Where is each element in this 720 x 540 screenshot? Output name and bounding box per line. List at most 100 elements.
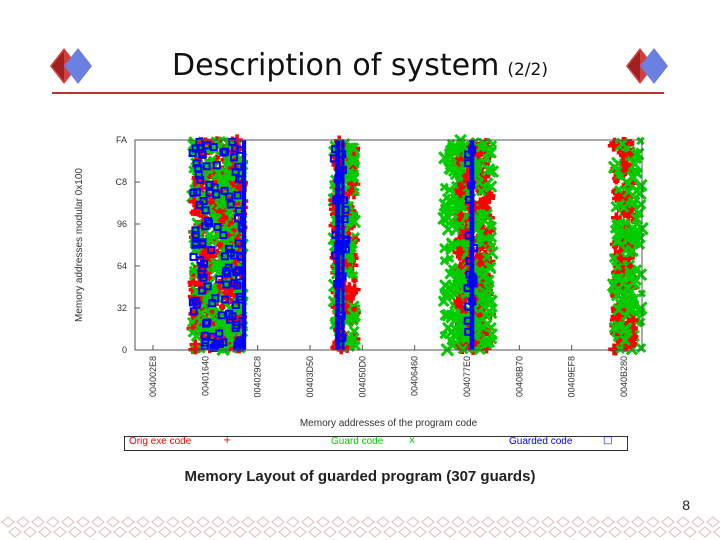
data-point	[454, 265, 468, 280]
data-point	[225, 192, 234, 201]
footer-diamond	[428, 526, 442, 538]
footer-pattern	[1, 516, 720, 538]
data-point	[188, 149, 197, 158]
data-point	[628, 231, 641, 244]
data-point	[198, 149, 207, 158]
footer-diamond	[661, 516, 675, 528]
data-point	[210, 136, 223, 149]
footer-diamond	[511, 516, 525, 528]
footer-diamond	[188, 526, 202, 538]
footer-diamond	[16, 516, 30, 528]
data-point	[611, 236, 623, 247]
data-point	[437, 295, 450, 308]
footer-diamond	[586, 516, 600, 528]
data-point	[231, 301, 240, 310]
y-tick-label: FA	[116, 135, 127, 145]
footer-diamond	[481, 516, 495, 528]
data-point	[234, 162, 243, 171]
data-point	[233, 191, 242, 200]
footer-diamond	[518, 526, 532, 538]
footer-diamond	[451, 516, 465, 528]
data-point	[346, 254, 355, 264]
data-point	[200, 331, 209, 340]
footer-diamond	[413, 526, 427, 538]
footer-diamond	[601, 516, 615, 528]
data-point	[220, 186, 229, 195]
data-point	[608, 252, 619, 264]
data-point	[230, 144, 239, 153]
data-point	[195, 307, 209, 321]
footer-diamond	[436, 516, 450, 528]
footer-diamond	[706, 516, 720, 528]
data-point	[190, 330, 203, 342]
footer-diamond	[158, 526, 172, 538]
dense-band	[241, 140, 247, 350]
footer-diamond	[391, 516, 405, 528]
footer-diamond	[713, 526, 720, 538]
dense-band	[341, 140, 345, 350]
data-point	[475, 151, 482, 159]
data-point	[220, 252, 229, 261]
footer-diamond	[398, 526, 412, 538]
data-point	[195, 137, 204, 146]
data-point	[446, 335, 456, 346]
data-point	[460, 173, 468, 180]
data-point	[191, 226, 200, 235]
legend-label-guard: Guard code	[331, 436, 384, 447]
footer-diamond	[698, 526, 712, 538]
data-point	[457, 343, 469, 355]
data-point	[607, 139, 620, 152]
chart-caption: Memory Layout of guarded program (307 gu…	[184, 468, 536, 485]
footer-diamond	[218, 526, 232, 538]
data-point	[347, 142, 360, 154]
footer-diamond	[1, 516, 15, 528]
data-point	[487, 241, 497, 251]
footer-diamond	[38, 526, 52, 538]
data-point	[190, 344, 201, 355]
data-point	[224, 290, 234, 300]
data-point	[485, 328, 498, 341]
data-point	[635, 306, 646, 317]
data-point	[205, 188, 214, 197]
legend-label-guarded: Guarded code	[509, 436, 573, 447]
data-point	[613, 178, 620, 185]
data-point	[616, 171, 626, 181]
data-point	[233, 281, 242, 290]
data-point	[230, 153, 239, 162]
data-point	[633, 301, 648, 315]
footer-diamond	[61, 516, 75, 528]
footer-diamond	[683, 526, 697, 538]
footer-diamond	[338, 526, 352, 538]
data-point	[455, 188, 463, 196]
data-point	[189, 209, 197, 216]
slide-title-suffix: (2/2)	[507, 60, 548, 80]
data-point	[215, 318, 227, 330]
dense-band	[335, 140, 341, 350]
data-point	[613, 262, 623, 272]
data-point	[189, 307, 198, 316]
memory-layout-chart: 0 32 64 96 C8 FA 004002E8 00401640 004029C8 00403…	[74, 133, 649, 429]
footer-diamond	[121, 516, 135, 528]
page-number: 8	[682, 497, 690, 513]
footer-diamond	[571, 516, 585, 528]
footer-diamond	[113, 526, 127, 538]
data-point	[199, 273, 208, 282]
data-point	[439, 255, 450, 266]
footer-diamond	[488, 526, 502, 538]
footer-diamond	[668, 526, 682, 538]
data-point	[212, 161, 221, 170]
data-point	[627, 196, 641, 210]
data-point	[475, 228, 486, 239]
footer-diamond	[406, 516, 420, 528]
y-tick-label: C8	[115, 177, 127, 187]
footer-diamond	[76, 516, 90, 528]
data-point	[476, 186, 487, 197]
data-point	[222, 155, 233, 166]
data-point	[196, 256, 205, 265]
data-point	[474, 177, 485, 188]
data-point	[438, 279, 452, 293]
data-point	[441, 222, 455, 236]
data-point	[624, 266, 636, 278]
data-point	[626, 297, 639, 309]
footer-diamond	[593, 526, 607, 538]
